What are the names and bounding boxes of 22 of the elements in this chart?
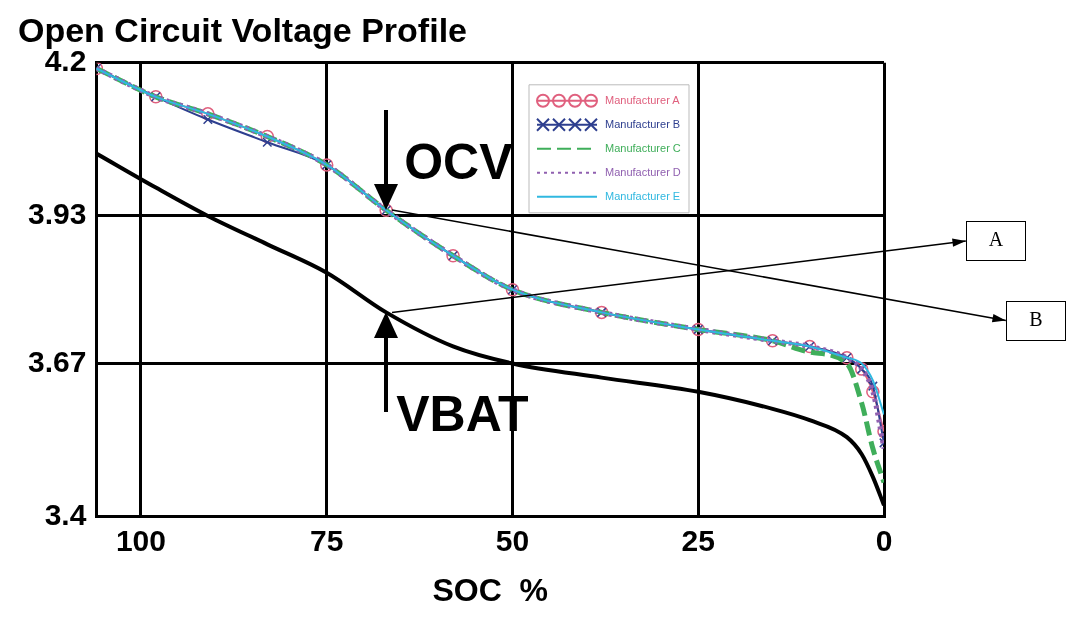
y-tick-label: 3.67 (28, 344, 87, 378)
y-tick-label: 3.4 (44, 497, 87, 531)
x-tick-label: 75 (310, 523, 344, 557)
y-tick-label: 3.93 (28, 197, 87, 231)
legend-label: Manufacturer A (605, 93, 681, 106)
annotation: OCV (404, 134, 514, 191)
text: Manufacturer C (605, 141, 681, 154)
text: Manufacturer E (605, 189, 681, 202)
point (262, 137, 273, 148)
point (201, 107, 215, 121)
text: A (988, 228, 1004, 251)
x-tick-label: 50 (495, 523, 530, 557)
x-axis-title: SOC % (432, 571, 548, 608)
x-tick-label: 25 (681, 523, 715, 557)
x-tick-label: 100 (115, 523, 166, 557)
text: B (1029, 308, 1043, 331)
point (260, 129, 275, 144)
legend-label: Manufacturer B (605, 117, 681, 130)
text: Manufacturer D (605, 165, 681, 178)
point (866, 385, 880, 399)
point (202, 114, 213, 125)
x-tick-label: 0 (875, 523, 893, 557)
